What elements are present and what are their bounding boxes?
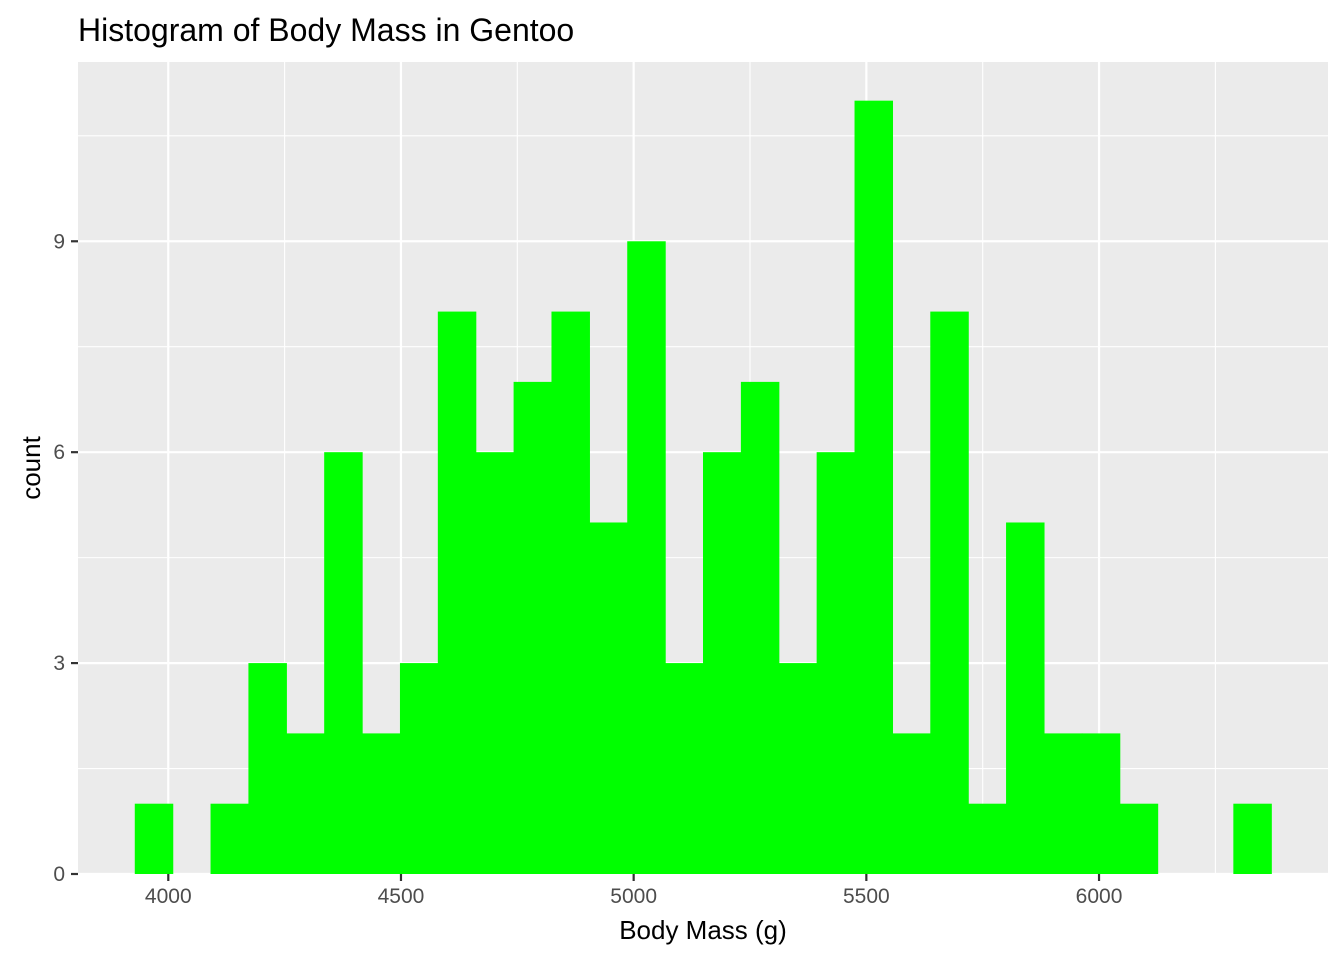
x-axis-title: Body Mass (g): [619, 915, 787, 945]
x-tick-label: 6000: [1076, 885, 1123, 908]
y-axis-tick-labels: 0 3 6 9: [53, 230, 65, 886]
y-tick-label: 3: [53, 652, 65, 675]
x-tick-label: 5000: [610, 885, 657, 908]
histogram-bar: [210, 803, 250, 874]
y-tick-label: 6: [53, 441, 65, 464]
histogram-bar: [740, 381, 780, 874]
histogram-bar: [1081, 733, 1121, 874]
histogram-bar: [475, 452, 515, 874]
histogram-bar: [816, 452, 856, 874]
x-tick-label: 4000: [145, 885, 192, 908]
histogram-bar: [399, 663, 439, 874]
x-tick-label: 5500: [843, 885, 890, 908]
y-tick-label: 9: [53, 230, 65, 253]
histogram-bar: [513, 381, 553, 874]
histogram-bar: [627, 241, 666, 875]
histogram-bar: [778, 663, 818, 874]
histogram-bar: [892, 733, 931, 874]
x-axis-tick-labels: 4000 4500 5000 5500 6000: [145, 885, 1122, 908]
histogram-bar: [437, 311, 477, 874]
histogram-bar: [551, 311, 590, 874]
histogram-bar: [248, 663, 287, 874]
histogram-bar: [854, 100, 894, 874]
histogram-bar: [1006, 522, 1045, 874]
histogram-bar: [703, 452, 742, 874]
histogram-bar: [1233, 803, 1272, 874]
histogram-bar: [1119, 803, 1159, 874]
histogram-bars: [134, 100, 1272, 875]
histogram-bar: [1043, 733, 1083, 874]
x-tick-label: 4500: [378, 885, 425, 908]
histogram-bar: [324, 452, 363, 874]
histogram-bar: [968, 803, 1007, 874]
y-axis-title: count: [16, 435, 46, 499]
histogram-bar: [134, 803, 174, 874]
histogram-bar: [589, 522, 628, 874]
y-tick-label: 0: [53, 863, 65, 886]
histogram-bar: [362, 733, 401, 874]
histogram-bar: [665, 663, 704, 874]
chart-title: Histogram of Body Mass in Gentoo: [78, 12, 574, 48]
histogram-bar: [930, 311, 969, 874]
axis-ticks: [71, 240, 1101, 881]
histogram-bar: [286, 733, 325, 874]
